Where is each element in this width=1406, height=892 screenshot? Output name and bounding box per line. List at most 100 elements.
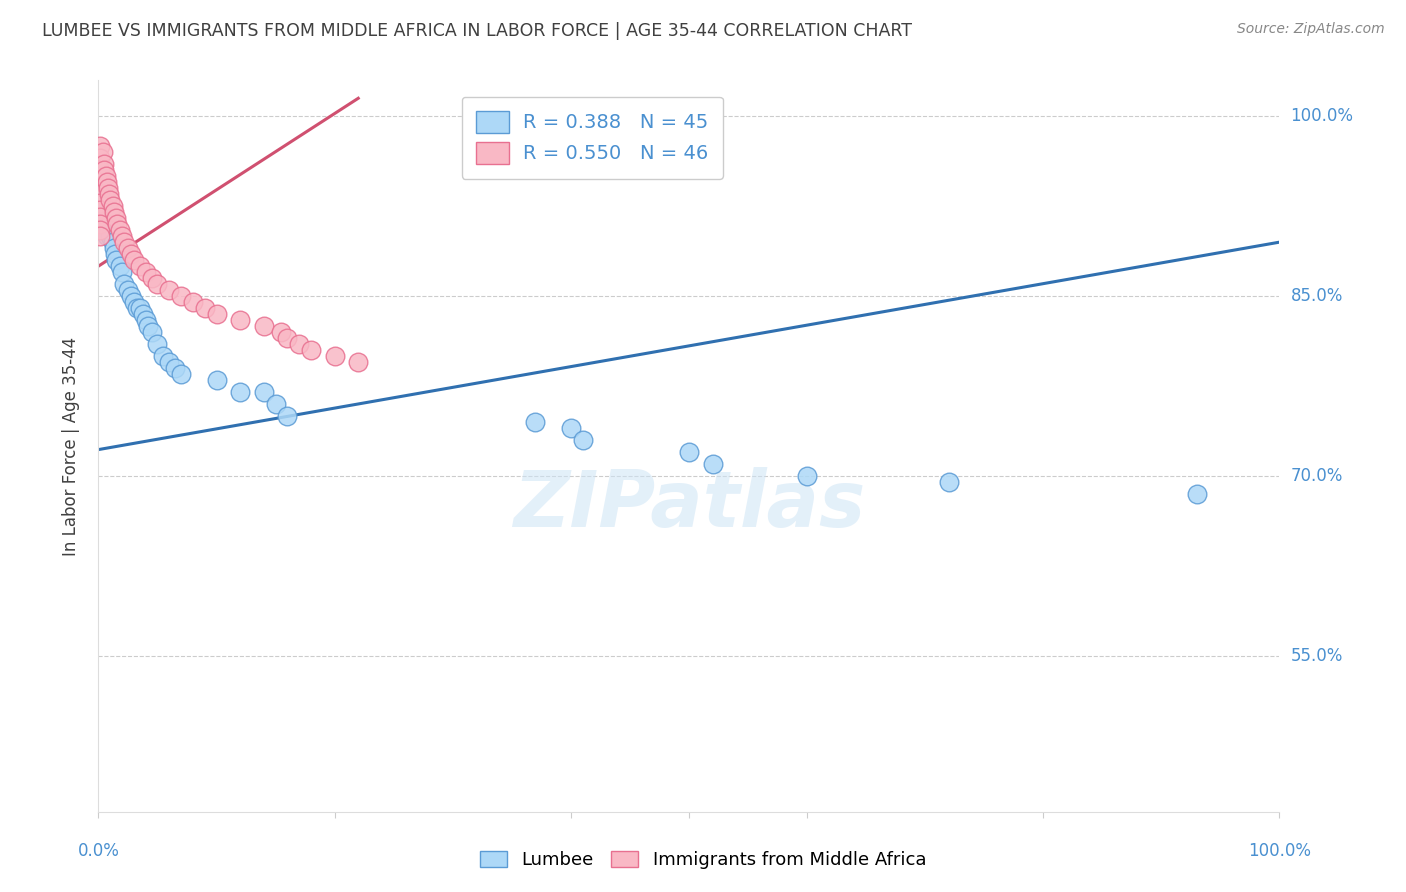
Point: [796, 469, 818, 483]
Text: 0.0%: 0.0%: [77, 842, 120, 860]
Text: 100.0%: 100.0%: [1249, 842, 1310, 860]
Point: [205, 373, 228, 387]
Point: [141, 325, 163, 339]
Point: [108, 259, 131, 273]
Point: [96, 229, 118, 244]
Point: [253, 319, 276, 334]
Point: [111, 265, 134, 279]
Point: [229, 313, 252, 327]
Point: [89, 195, 111, 210]
Point: [141, 271, 163, 285]
Point: [347, 355, 370, 369]
Point: [702, 457, 724, 471]
Point: [170, 289, 193, 303]
Point: [152, 349, 174, 363]
Point: [276, 331, 298, 345]
Point: [89, 202, 111, 217]
Point: [253, 385, 276, 400]
Point: [264, 397, 287, 411]
Point: [91, 145, 114, 160]
Text: 55.0%: 55.0%: [1291, 647, 1343, 665]
Point: [205, 307, 228, 321]
Point: [94, 169, 117, 184]
Text: 70.0%: 70.0%: [1291, 467, 1343, 485]
Point: [276, 409, 298, 423]
Point: [136, 319, 159, 334]
Point: [98, 193, 121, 207]
Point: [89, 210, 111, 224]
Point: [165, 361, 187, 376]
Legend: Lumbee, Immigrants from Middle Africa: Lumbee, Immigrants from Middle Africa: [471, 842, 935, 879]
Point: [194, 301, 217, 315]
Point: [146, 277, 169, 292]
Point: [108, 223, 131, 237]
Point: [89, 175, 111, 189]
Point: [146, 337, 169, 351]
Point: [96, 217, 118, 231]
Point: [89, 223, 111, 237]
Point: [157, 355, 180, 369]
Point: [89, 187, 111, 202]
Point: [170, 367, 193, 381]
Point: [105, 253, 128, 268]
Text: 100.0%: 100.0%: [1291, 107, 1354, 125]
Point: [121, 247, 143, 261]
Point: [229, 385, 252, 400]
Point: [112, 277, 135, 292]
Point: [103, 205, 125, 219]
Point: [89, 187, 111, 202]
Point: [299, 343, 322, 357]
Point: [560, 421, 582, 435]
Point: [128, 259, 150, 273]
Point: [89, 139, 111, 153]
Text: LUMBEE VS IMMIGRANTS FROM MIDDLE AFRICA IN LABOR FORCE | AGE 35-44 CORRELATION C: LUMBEE VS IMMIGRANTS FROM MIDDLE AFRICA …: [42, 22, 912, 40]
Point: [97, 181, 120, 195]
Point: [181, 295, 204, 310]
Point: [1185, 487, 1208, 501]
Point: [93, 199, 115, 213]
Point: [270, 325, 292, 339]
Point: [89, 205, 111, 219]
Point: [678, 445, 700, 459]
Point: [98, 187, 121, 202]
Point: [135, 313, 157, 327]
Point: [127, 301, 149, 315]
Point: [288, 337, 311, 351]
Point: [122, 253, 145, 268]
Point: [93, 157, 115, 171]
Point: [128, 301, 150, 315]
Point: [89, 163, 111, 178]
Point: [98, 229, 121, 244]
Y-axis label: In Labor Force | Age 35-44: In Labor Force | Age 35-44: [62, 336, 80, 556]
Point: [96, 175, 118, 189]
Point: [105, 211, 128, 226]
Text: Source: ZipAtlas.com: Source: ZipAtlas.com: [1237, 22, 1385, 37]
Text: ZIPatlas: ZIPatlas: [513, 467, 865, 542]
Point: [105, 217, 128, 231]
Point: [89, 229, 111, 244]
Point: [323, 349, 346, 363]
Point: [117, 241, 139, 255]
Point: [938, 475, 960, 489]
Point: [571, 433, 593, 447]
Point: [112, 235, 135, 249]
Point: [132, 307, 155, 321]
Point: [111, 229, 134, 244]
Point: [89, 151, 111, 165]
Point: [104, 247, 127, 261]
Point: [524, 415, 547, 429]
Point: [157, 283, 180, 297]
Point: [93, 163, 115, 178]
Point: [121, 289, 143, 303]
Point: [117, 283, 139, 297]
Point: [89, 217, 111, 231]
Point: [122, 295, 145, 310]
Point: [89, 223, 111, 237]
Point: [135, 265, 157, 279]
Point: [101, 235, 124, 249]
Point: [89, 217, 111, 231]
Point: [89, 169, 111, 184]
Point: [93, 211, 115, 226]
Text: 85.0%: 85.0%: [1291, 287, 1343, 305]
Point: [101, 199, 124, 213]
